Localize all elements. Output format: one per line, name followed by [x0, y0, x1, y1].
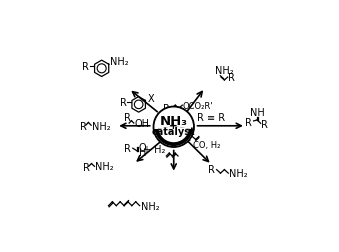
Text: NH₂: NH₂: [92, 121, 111, 131]
Text: R: R: [82, 62, 89, 72]
Circle shape: [153, 107, 194, 148]
Text: R ≡ R: R ≡ R: [197, 113, 225, 123]
Text: R: R: [123, 113, 131, 123]
Text: R: R: [261, 119, 268, 129]
Text: NH: NH: [250, 108, 264, 117]
Text: NH₂: NH₂: [215, 66, 234, 76]
Text: R: R: [83, 162, 89, 172]
Text: R: R: [80, 121, 86, 131]
Text: catalyst: catalyst: [152, 127, 196, 137]
Text: O: O: [139, 142, 146, 152]
Text: NH₂: NH₂: [229, 168, 247, 178]
Text: NH₂: NH₂: [95, 162, 114, 172]
Text: NH₂: NH₂: [141, 201, 159, 211]
Text: NH₃: NH₃: [160, 114, 188, 127]
Text: R: R: [120, 98, 126, 108]
Text: + H₂: + H₂: [143, 145, 165, 154]
Wedge shape: [159, 127, 188, 142]
Text: +: +: [170, 121, 178, 131]
Text: R: R: [228, 73, 235, 83]
Text: R: R: [245, 117, 252, 128]
Text: OH: OH: [134, 119, 149, 129]
Text: R: R: [163, 104, 170, 113]
Text: OCO₂R': OCO₂R': [183, 102, 213, 111]
Text: CO, H₂: CO, H₂: [193, 140, 221, 149]
Text: R: R: [124, 144, 131, 153]
Wedge shape: [155, 127, 192, 146]
Circle shape: [155, 109, 192, 146]
Text: NH₂: NH₂: [110, 56, 129, 66]
Text: R: R: [184, 132, 191, 142]
Text: R: R: [208, 165, 215, 175]
Text: H: H: [139, 147, 146, 157]
Text: X: X: [147, 94, 154, 104]
